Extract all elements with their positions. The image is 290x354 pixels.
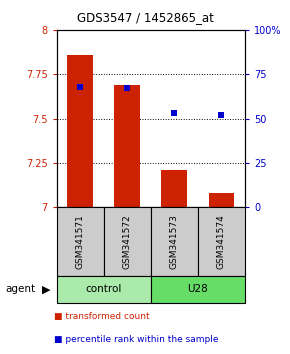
Bar — [198, 207, 245, 276]
Text: ■ percentile rank within the sample: ■ percentile rank within the sample — [54, 335, 218, 343]
Bar — [162, 170, 187, 207]
Text: U28: U28 — [188, 284, 208, 295]
Text: control: control — [86, 284, 122, 295]
Bar — [67, 55, 93, 207]
Bar — [114, 85, 140, 207]
Text: ■ transformed count: ■ transformed count — [54, 312, 149, 320]
Bar — [104, 207, 151, 276]
Text: ▶: ▶ — [42, 284, 51, 295]
Bar — [151, 276, 245, 303]
Bar — [57, 207, 104, 276]
Text: GSM341573: GSM341573 — [170, 214, 179, 269]
Bar — [151, 207, 198, 276]
Text: agent: agent — [6, 284, 36, 295]
Text: GSM341572: GSM341572 — [123, 214, 132, 269]
Bar — [57, 276, 151, 303]
Text: GSM341571: GSM341571 — [76, 214, 85, 269]
Text: GDS3547 / 1452865_at: GDS3547 / 1452865_at — [77, 11, 213, 24]
Bar — [209, 193, 234, 207]
Text: GSM341574: GSM341574 — [217, 214, 226, 269]
